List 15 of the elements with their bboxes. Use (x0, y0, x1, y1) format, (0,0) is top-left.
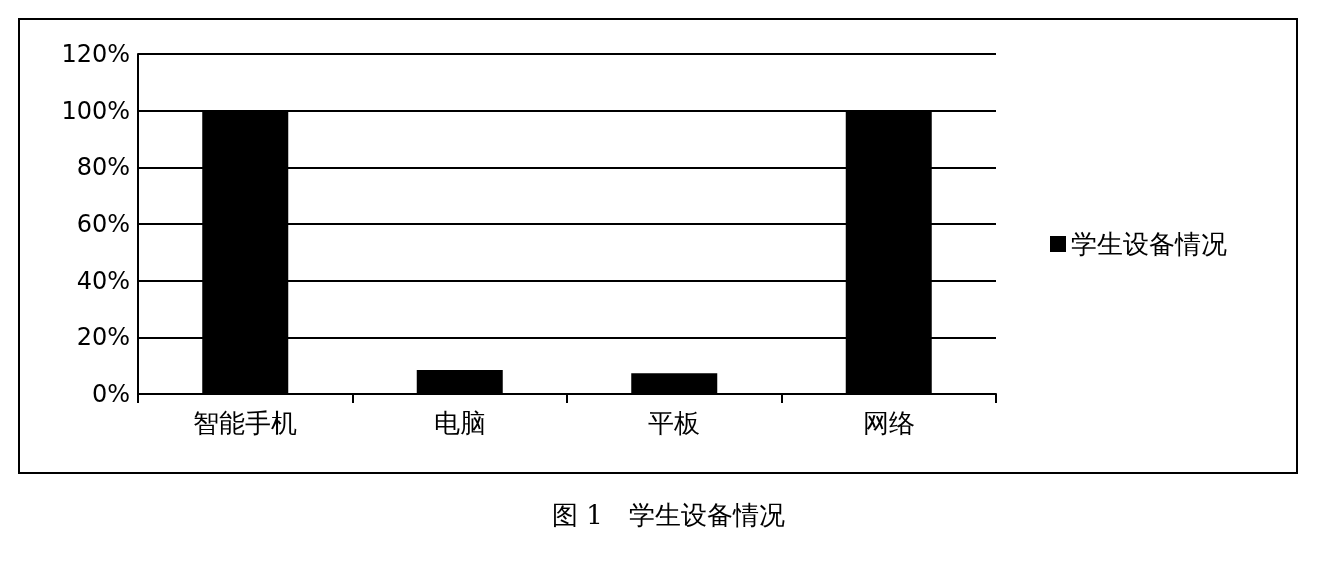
x-tick-label: 网络 (862, 408, 915, 438)
bar (416, 369, 503, 394)
y-tick-label: 20% (76, 323, 130, 352)
y-tick-label: 120% (61, 40, 130, 68)
bar (631, 373, 718, 394)
x-tick-label: 电脑 (433, 408, 486, 438)
x-tick-label: 智能手机 (193, 408, 298, 438)
legend-label: 学生设备情况 (1071, 229, 1227, 259)
y-tick-label: 0% (91, 380, 130, 408)
y-tick-label: 40% (76, 266, 130, 295)
y-tick-label: 100% (61, 96, 130, 125)
y-tick-label: 80% (76, 153, 130, 182)
text: 图 1 学生设备情况 (551, 499, 786, 532)
y-tick-label: 60% (76, 210, 130, 238)
x-tick-label: 平板 (648, 408, 701, 438)
